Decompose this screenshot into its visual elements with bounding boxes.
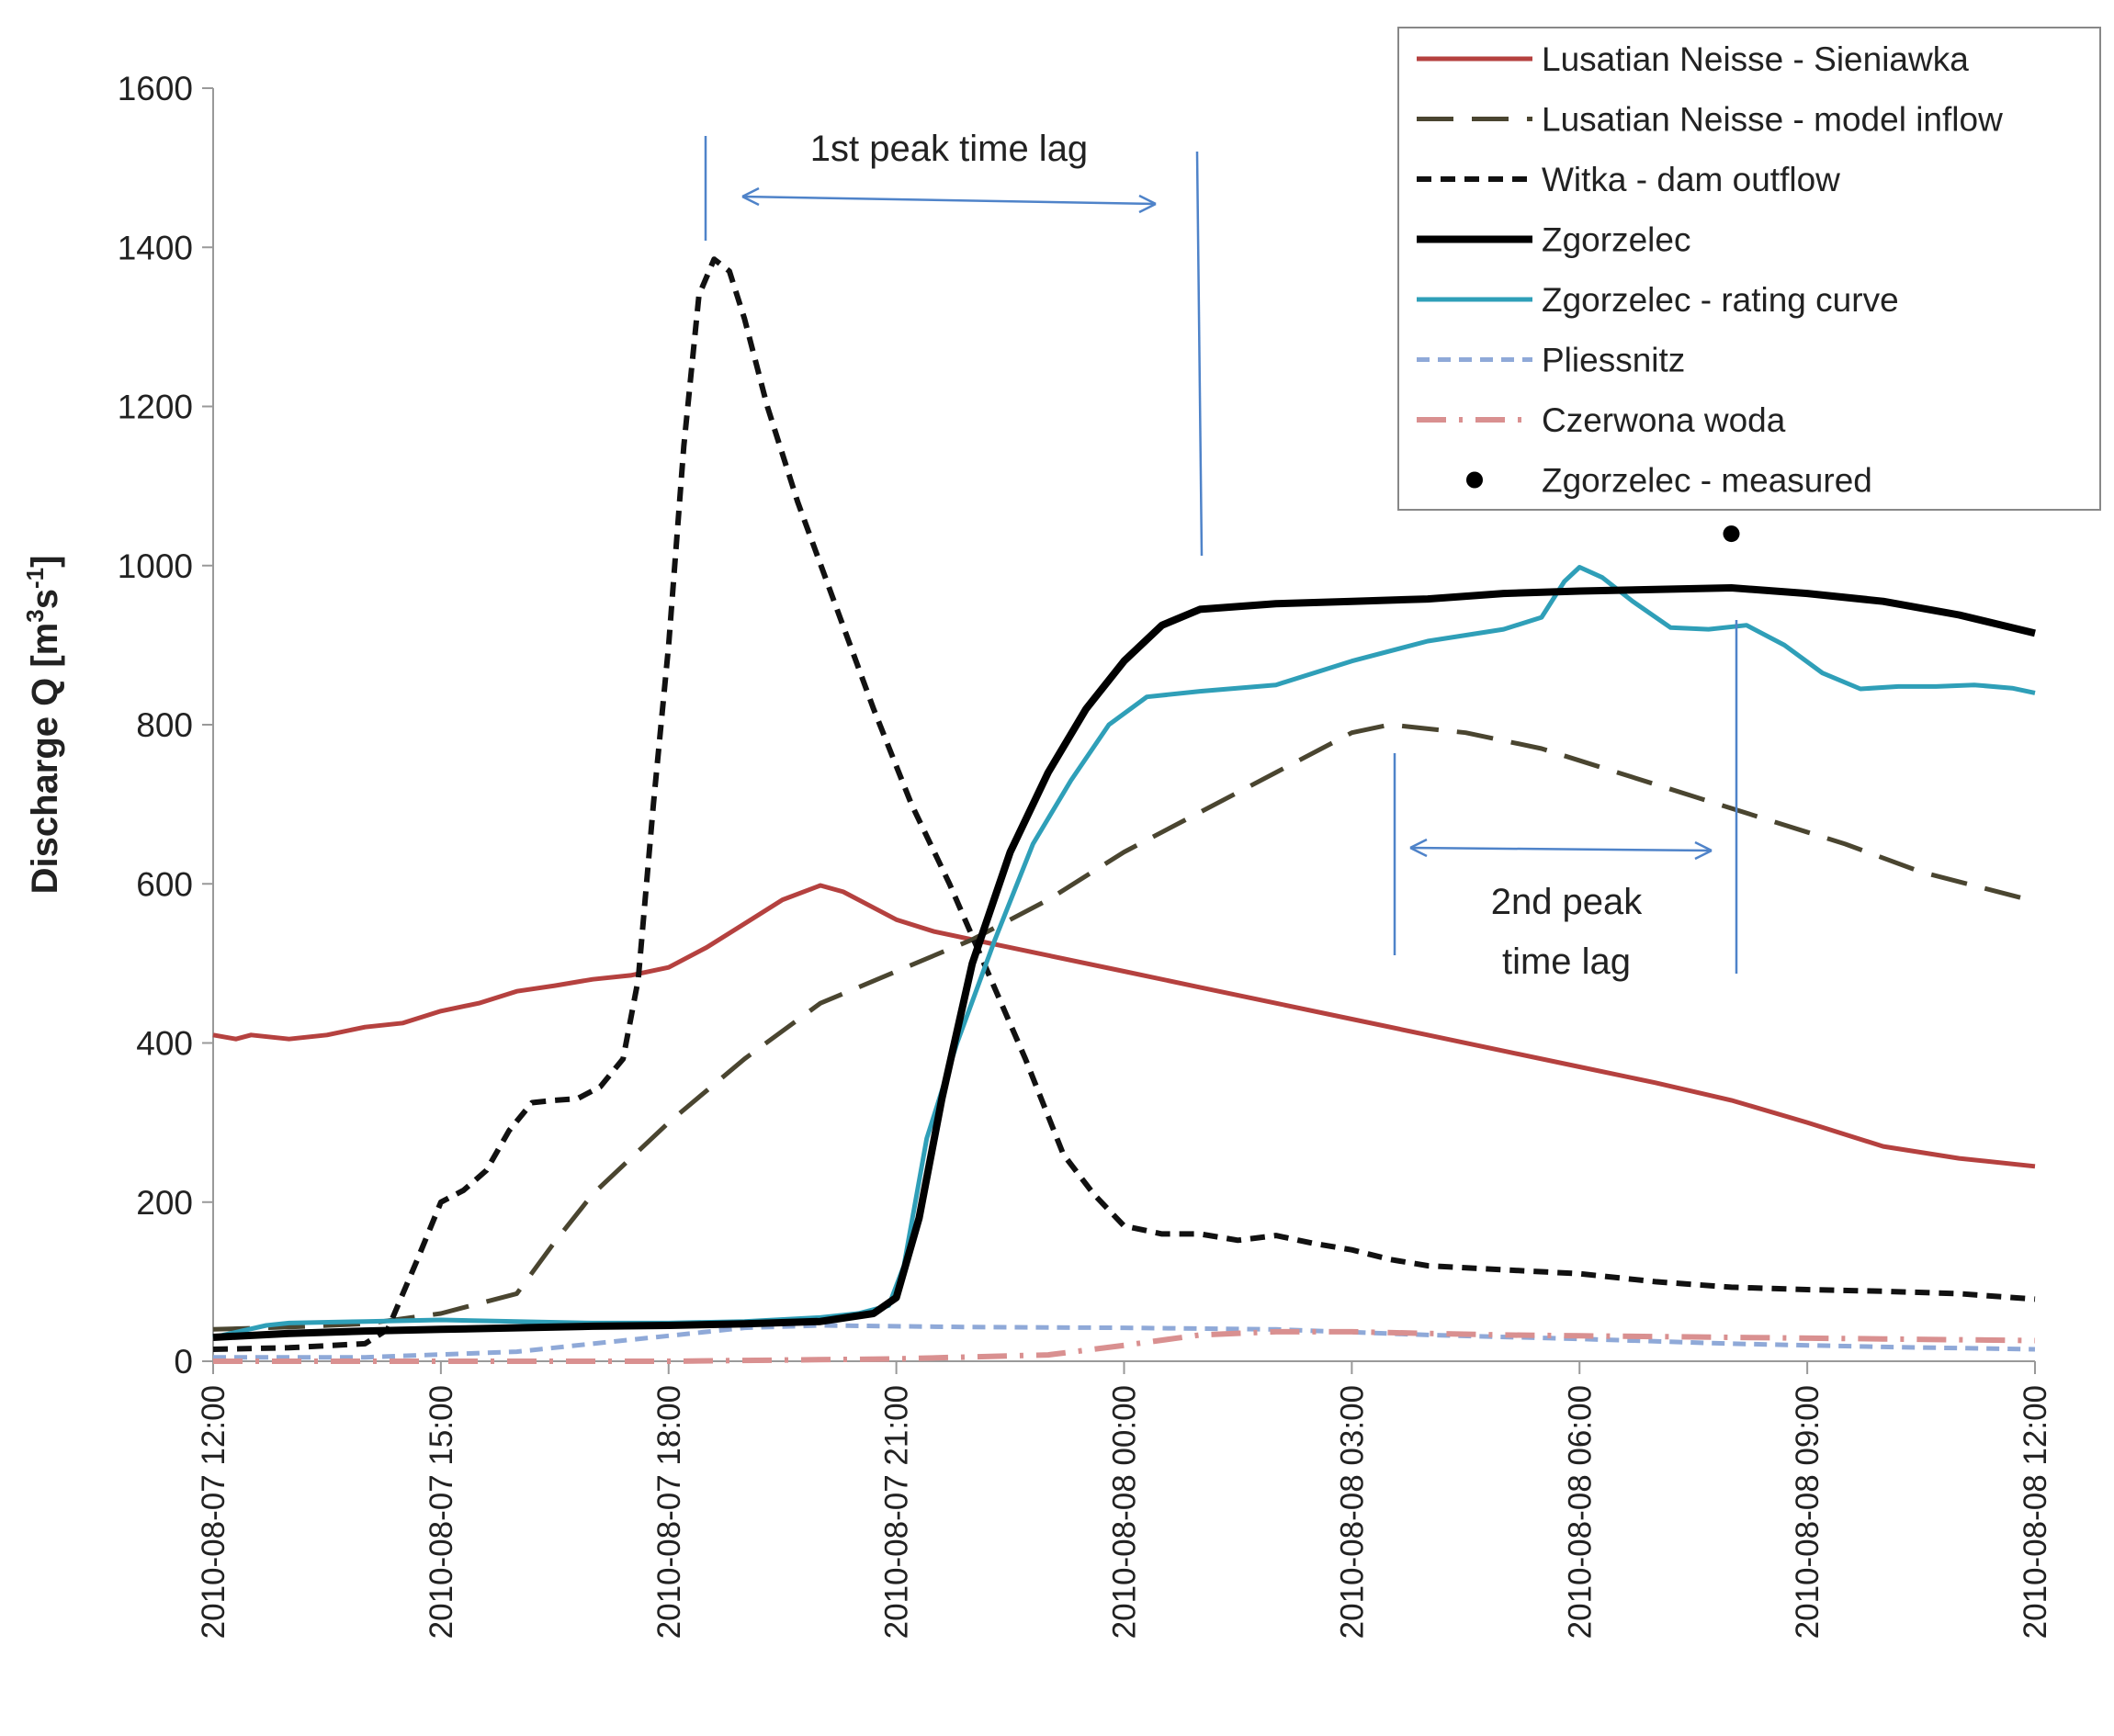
- y-tick-label: 1200: [118, 389, 193, 426]
- legend-label: Pliessnitz: [1542, 342, 1685, 379]
- legend-label: Czerwona woda: [1542, 401, 1786, 439]
- y-tick-label: 1400: [118, 229, 193, 266]
- second-peak-label-line2: time lag: [1502, 941, 1631, 982]
- x-tick-label: 2010-08-08 00:00: [1107, 1385, 1143, 1639]
- x-tick-label: 2010-08-07 15:00: [424, 1385, 459, 1639]
- measured-point: [1723, 525, 1740, 543]
- second-peak-arrow-left-head: [1409, 838, 1428, 858]
- series-line-pliessnitz: [213, 1323, 2036, 1360]
- y-tick-label: 400: [136, 1025, 193, 1063]
- legend: Lusatian Neisse - Sieniawka Lusatian Neis…: [1397, 27, 2101, 511]
- legend-label: Witka - dam outflow: [1542, 161, 1840, 198]
- y-axis-label-superscript: -1: [21, 568, 49, 589]
- legend-swatch-marker: [1466, 471, 1483, 489]
- y-tick-label: 1600: [118, 70, 193, 107]
- y-tick-label: 800: [136, 706, 193, 744]
- y-tick-label: 1000: [118, 547, 193, 585]
- second-peak-arrow-shaft: [1409, 846, 1713, 852]
- y-axis-label-superscript: 3: [21, 609, 49, 622]
- x-tick-label: 2010-08-07 12:00: [196, 1385, 232, 1639]
- legend-label: Zgorzelec - measured: [1542, 462, 1872, 500]
- legend-box: [1397, 27, 2101, 511]
- first-peak-arrow-shaft: [741, 195, 1157, 206]
- legend-label: Zgorzelec: [1542, 221, 1690, 259]
- x-tick-label: 2010-08-08 09:00: [1790, 1385, 1826, 1639]
- x-tick-label: 2010-08-07 21:00: [879, 1385, 915, 1639]
- first-peak-end-marker: [1195, 151, 1204, 557]
- series-line-witka-dam-outflow: [212, 256, 2036, 1352]
- series-line-czerwona-woda: [213, 1328, 2036, 1364]
- series-line-zgorzelec-rating-curve: [212, 565, 2036, 1340]
- series-line-lusatian-neisse-model-inflow: [212, 722, 2036, 1332]
- y-tick-label: 200: [136, 1184, 193, 1222]
- legend-label: Lusatian Neisse - Sieniawka: [1542, 40, 1969, 78]
- series-line-lusatian-neisse-sieniawka: [212, 883, 2036, 1169]
- annotation-layer: 1st peak time lag 2nd peak time lag: [704, 129, 1738, 982]
- first-peak-label: 1st peak time lag: [810, 129, 1088, 169]
- x-tick-label: 2010-08-08 03:00: [1334, 1385, 1370, 1639]
- second-peak-label-line1: 2nd peak: [1491, 882, 1644, 922]
- legend-label: Lusatian Neisse - model inflow: [1542, 101, 2003, 139]
- series-layer: [212, 256, 2036, 1364]
- axes: 0 200 400 600 800 1000 1200 1400 1600 2010-08-07 …: [21, 70, 2053, 1639]
- y-axis-label-part: ]: [25, 556, 65, 568]
- x-tick-label: 2010-08-08 12:00: [2018, 1385, 2053, 1639]
- first-peak-arrow-left-head: [741, 186, 760, 207]
- second-peak-arrow-right-head: [1694, 840, 1713, 861]
- y-axis-label: Discharge Q [m3s-1]: [21, 556, 65, 895]
- y-tick-label: 0: [174, 1343, 193, 1381]
- first-peak-arrow-right-head: [1138, 194, 1157, 214]
- legend-label: Zgorzelec - rating curve: [1542, 281, 1899, 319]
- x-tick-label: 2010-08-07 18:00: [651, 1385, 687, 1639]
- y-axis-label-part: s: [25, 589, 65, 609]
- series-line-zgorzelec: [212, 584, 2036, 1341]
- x-tick-label: 2010-08-08 06:00: [1562, 1385, 1598, 1639]
- y-axis-label-part: Discharge Q [m: [25, 623, 65, 895]
- y-tick-label: 600: [136, 865, 193, 903]
